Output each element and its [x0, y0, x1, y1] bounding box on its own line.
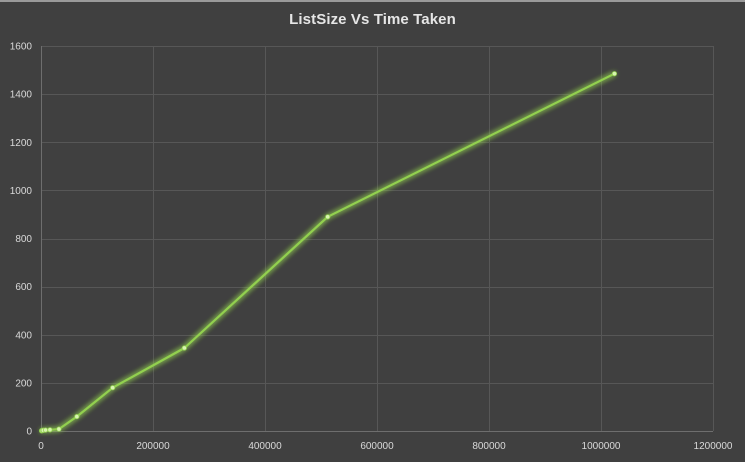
x-tick-label: 200000 [136, 441, 170, 452]
data-point [74, 413, 80, 420]
x-tick-label: 400000 [248, 441, 282, 452]
x-tick-label: 1000000 [582, 441, 621, 452]
chart-title: ListSize Vs Time Taken [289, 11, 456, 28]
y-tick-label: 1600 [10, 42, 33, 53]
data-point [611, 71, 618, 77]
data-series [38, 71, 618, 434]
y-tick-label: 800 [15, 234, 32, 245]
data-point [56, 426, 62, 432]
x-tick-label: 600000 [360, 441, 394, 452]
x-tick-label: 0 [38, 441, 44, 452]
y-tick-label: 200 [15, 378, 32, 389]
x-tick-label: 1200000 [694, 441, 733, 452]
series-line [40, 72, 616, 432]
y-tick-label: 1400 [10, 90, 33, 101]
y-tick-label: 1000 [10, 186, 33, 197]
data-point [181, 345, 187, 351]
y-tick-label: 400 [15, 330, 32, 341]
y-tick-label: 1200 [10, 138, 33, 149]
data-point [110, 385, 116, 391]
data-point [42, 427, 49, 433]
y-tick-label: 600 [15, 282, 32, 293]
x-tick-label: 800000 [472, 441, 506, 452]
window-edge [0, 0, 745, 2]
y-tick-label: 0 [26, 427, 32, 438]
tick-labels: 0 200 400 600 800 1000 1200 1400 1600 0 200000 4000… [10, 42, 733, 453]
data-point [47, 427, 53, 433]
gridlines [41, 46, 714, 432]
data-point [325, 214, 331, 220]
